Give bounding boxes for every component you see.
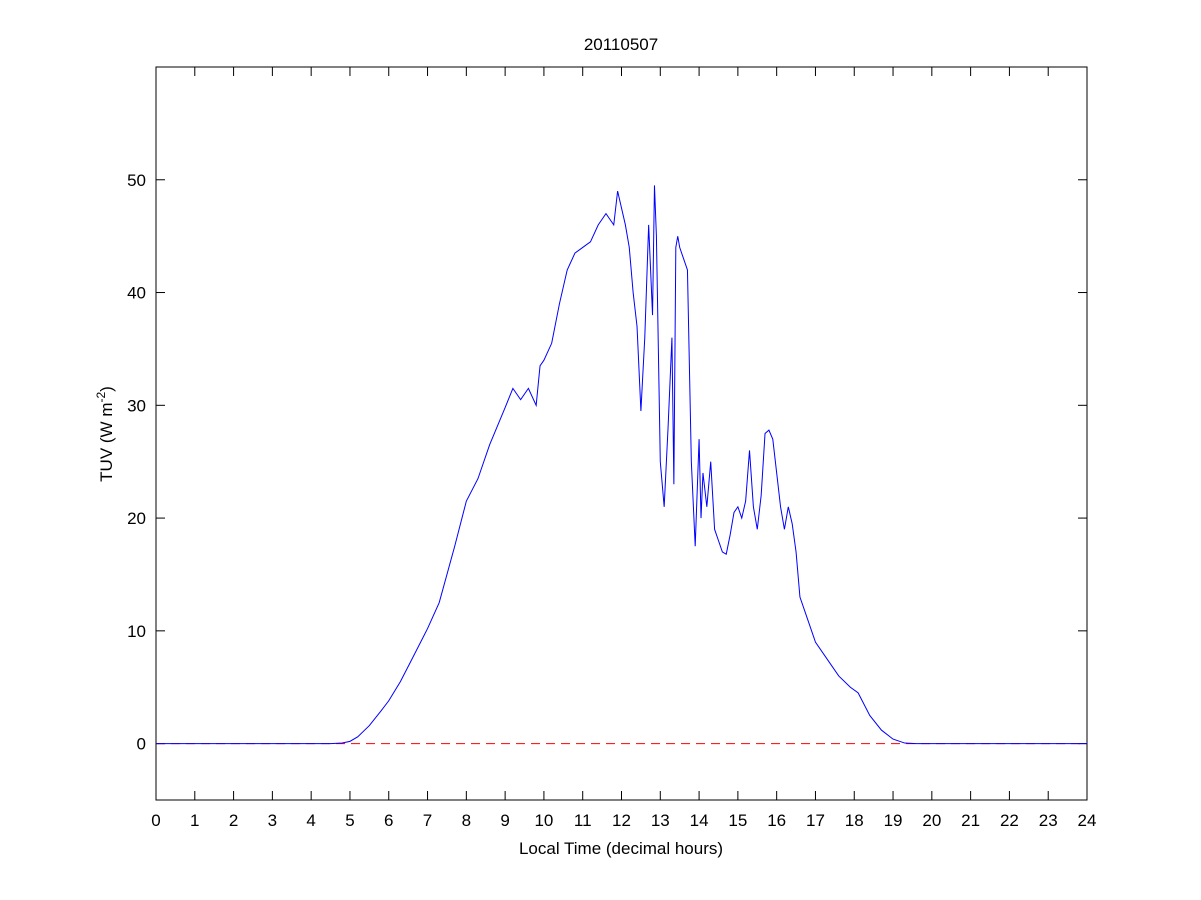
data-line: [156, 185, 1087, 745]
x-tick-label: 14: [690, 811, 709, 830]
x-tick-label: 11: [574, 811, 592, 830]
x-tick-label: 4: [306, 811, 315, 830]
x-tick-label: 1: [190, 811, 199, 830]
x-tick-label: 3: [268, 811, 277, 830]
y-axis-label-end: ): [97, 386, 116, 392]
x-tick-label: 17: [806, 811, 825, 830]
x-tick-label: 20: [922, 811, 941, 830]
chart-title: 20110507: [584, 35, 658, 54]
y-axis-label-sup: -2: [94, 392, 108, 403]
y-tick-label: 50: [127, 171, 146, 190]
x-tick-label: 8: [462, 811, 471, 830]
x-tick-label: 9: [500, 811, 509, 830]
x-tick-label: 22: [1000, 811, 1019, 830]
x-tick-label: 2: [229, 811, 238, 830]
y-tick-label: 0: [137, 735, 146, 754]
y-axis-label: TUV (W m-2): [94, 386, 116, 482]
y-tick-label: 20: [127, 509, 146, 528]
x-tick-label: 19: [884, 811, 903, 830]
x-tick-label: 23: [1039, 811, 1058, 830]
y-tick-label: 40: [127, 284, 146, 303]
y-tick-label: 10: [127, 622, 146, 641]
x-axis-label: Local Time (decimal hours): [519, 839, 723, 858]
x-tick-label: 24: [1078, 811, 1097, 830]
x-tick-label: 16: [767, 811, 786, 830]
x-tick-label: 15: [728, 811, 747, 830]
x-tick-label: 7: [423, 811, 432, 830]
x-tick-label: 18: [845, 811, 864, 830]
axes-box: [155, 66, 1088, 801]
x-tick-label: 5: [345, 811, 354, 830]
x-tick-label: 21: [961, 811, 980, 830]
x-tick-label: 6: [384, 811, 393, 830]
x-tick-label: 12: [612, 811, 631, 830]
x-tick-label: 10: [534, 811, 553, 830]
x-tick-label: 0: [151, 811, 160, 830]
y-tick-label: 30: [127, 396, 146, 415]
x-tick-label: 13: [651, 811, 670, 830]
y-axis-label-text: TUV (W m: [97, 403, 116, 482]
